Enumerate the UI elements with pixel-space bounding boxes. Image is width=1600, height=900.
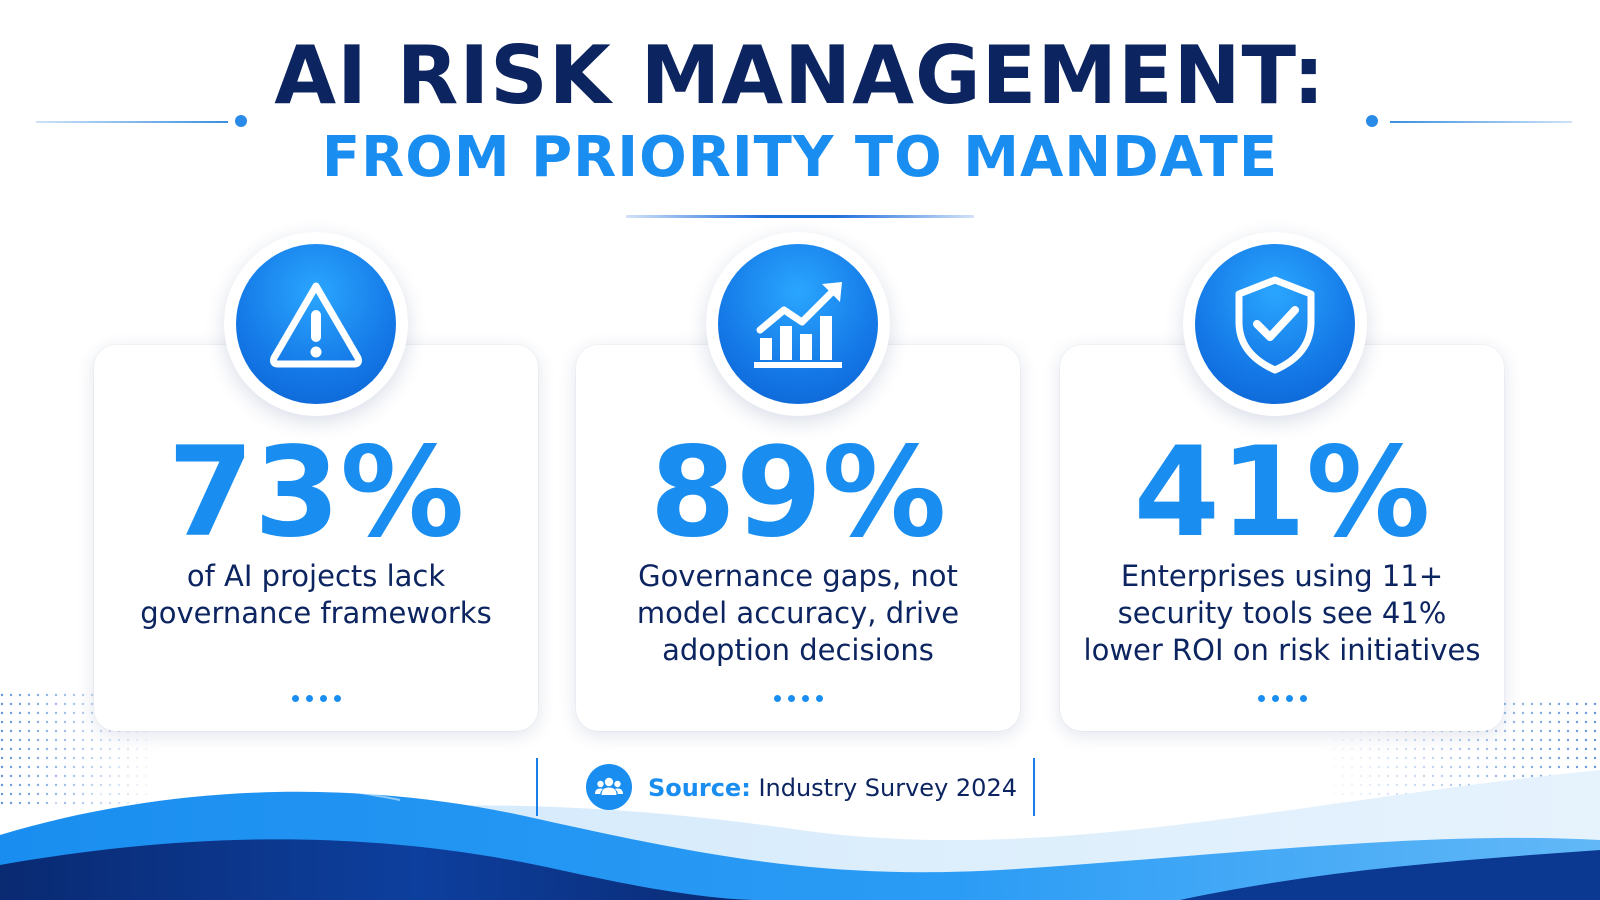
- stat-description: Governance gaps, not model accuracy, dri…: [636, 559, 960, 667]
- stat-value: 73%: [167, 421, 465, 565]
- card-icon-badge: [224, 232, 408, 416]
- header-rule-left-dot: [235, 115, 247, 127]
- source-value: Industry Survey 2024: [758, 774, 1017, 802]
- card-icon-badge: [1183, 232, 1367, 416]
- source-divider-right: [1033, 758, 1035, 816]
- source-divider-left: [536, 758, 538, 816]
- page-title: AI RISK MANAGEMENT:: [274, 29, 1326, 122]
- card-icon-badge: [706, 232, 890, 416]
- header-rule-left: [36, 121, 228, 123]
- source-label: Source:: [648, 774, 751, 802]
- page-subtitle: FROM PRIORITY TO MANDATE: [321, 125, 1279, 190]
- stat-card-security-roi: 41% Enterprises using 11+ security tools…: [1060, 345, 1504, 731]
- header-rule-right: [1390, 121, 1572, 123]
- source-citation: Source: Industry Survey 2024: [648, 773, 1017, 803]
- stat-description: Enterprises using 11+ security tools see…: [1083, 559, 1481, 667]
- card-dots: [1060, 695, 1504, 702]
- stat-value: 89%: [649, 421, 947, 565]
- card-dots: [94, 695, 538, 702]
- growth-chart-icon: [754, 282, 842, 368]
- shield-check-icon: [1235, 276, 1315, 374]
- header-rule-right-dot: [1366, 115, 1378, 127]
- source-badge: [586, 764, 632, 810]
- card-dots: [576, 695, 1020, 702]
- warning-icon: [270, 282, 362, 368]
- stat-value: 41%: [1133, 421, 1431, 565]
- title-underline: [626, 215, 974, 218]
- users-icon: [595, 777, 623, 795]
- stat-description: of AI projects lack governance framework…: [140, 559, 492, 630]
